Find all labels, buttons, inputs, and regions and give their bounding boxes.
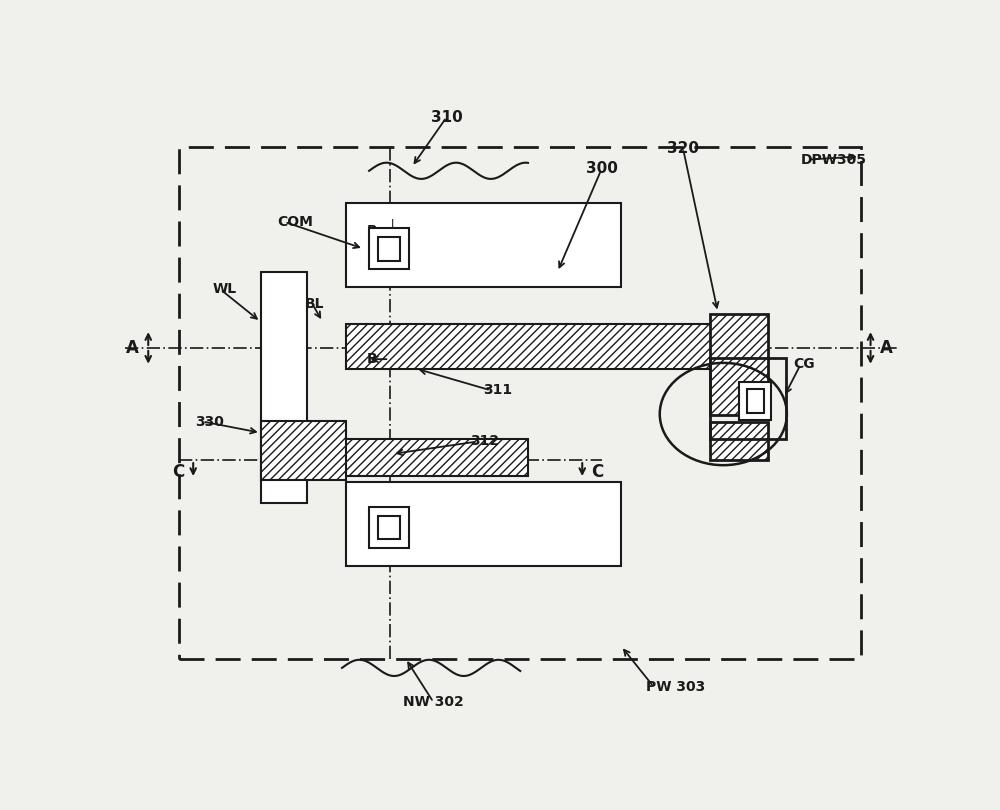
- Bar: [369, 507, 409, 548]
- Text: C: C: [172, 463, 184, 481]
- Text: CG: CG: [793, 357, 815, 371]
- Bar: [346, 482, 621, 566]
- Bar: [710, 421, 768, 460]
- Text: 310: 310: [431, 109, 462, 125]
- Bar: [346, 203, 621, 288]
- Text: BL: BL: [305, 297, 324, 311]
- Bar: [739, 382, 771, 420]
- Text: COM: COM: [277, 215, 313, 229]
- Text: A: A: [880, 339, 893, 357]
- Text: 320: 320: [667, 141, 699, 156]
- Text: WL: WL: [213, 283, 237, 296]
- Text: DPW305: DPW305: [801, 152, 867, 167]
- Bar: [346, 324, 749, 369]
- Bar: [268, 439, 528, 476]
- Bar: [710, 358, 786, 439]
- Text: B: B: [366, 352, 377, 366]
- Bar: [378, 516, 400, 539]
- Bar: [179, 147, 861, 659]
- Bar: [369, 228, 409, 269]
- Text: NW 302: NW 302: [403, 695, 464, 710]
- Bar: [747, 389, 764, 413]
- Text: I: I: [391, 219, 394, 228]
- Bar: [710, 314, 768, 416]
- Text: PW 303: PW 303: [646, 680, 705, 693]
- Text: B: B: [366, 224, 377, 238]
- Bar: [261, 272, 307, 502]
- Bar: [378, 237, 400, 261]
- Text: 330: 330: [195, 415, 224, 428]
- Bar: [261, 421, 346, 480]
- Text: A: A: [126, 339, 139, 357]
- Text: 311: 311: [483, 383, 512, 398]
- Text: 300: 300: [586, 161, 618, 177]
- Text: C: C: [592, 463, 604, 481]
- Text: 312: 312: [470, 434, 499, 449]
